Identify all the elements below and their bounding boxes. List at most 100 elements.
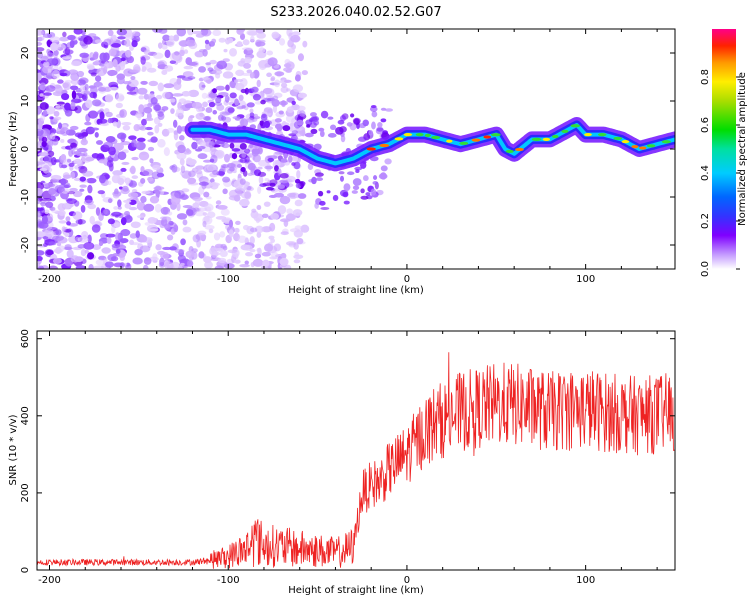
spectrogram-noise-blob [279, 257, 289, 266]
spectrogram-noise-blob [129, 167, 136, 174]
spectrogram-noise-blob [85, 156, 95, 162]
spectrogram-noise-blob [288, 193, 298, 199]
spectrogram-noise-blob [84, 83, 89, 91]
spectrogram-noise-blob [317, 190, 324, 197]
spectrogram-noise-blob [108, 48, 117, 57]
spectrogram-noise-blob [37, 207, 44, 212]
ridge-hotspot [646, 144, 656, 148]
spectrogram-noise-blob [101, 247, 111, 254]
spectrogram-noise-blob [39, 102, 49, 110]
spectrogram-noise-blob [117, 199, 122, 208]
spectrogram-noise-blob [37, 161, 46, 165]
spectrogram-noise-blob [166, 38, 175, 47]
spectrogram-noise-blob [147, 176, 154, 182]
spectrogram-noise-blob [274, 118, 282, 123]
spectrogram-noise-blob [365, 192, 371, 196]
spectrogram-noise-blob [116, 29, 128, 36]
ridge-hotspot [584, 133, 592, 137]
spectrogram-noise-blob [185, 250, 195, 259]
spectrogram-noise-blob [79, 184, 87, 188]
spectrogram-noise-blob [155, 244, 162, 251]
spectrogram-noise-blob [214, 149, 225, 159]
spectrogram-noise-blob [130, 75, 136, 80]
spectrogram-x-label: Height of straight line (km) [288, 285, 424, 296]
spectrogram-noise-blob [241, 152, 247, 158]
spectrogram-noise-blob [90, 72, 97, 77]
spectrogram-noise-blob [310, 128, 318, 135]
spectrogram-noise-blob [52, 258, 62, 264]
spectrogram-noise-blob [88, 263, 94, 269]
spectrogram-noise-blob [70, 255, 80, 263]
spectrogram-noise-blob [105, 111, 113, 118]
spectrogram-noise-blob [43, 61, 50, 68]
spectrogram-noise-blob [249, 227, 258, 233]
spectrogram-noise-blob [315, 177, 323, 182]
spectrogram-noise-blob [37, 50, 43, 59]
spectrogram-noise-blob [140, 235, 148, 243]
spectrogram-noise-blob [211, 181, 216, 186]
spectrogram-noise-blob [274, 71, 285, 77]
spectrogram-noise-blob [41, 65, 53, 74]
spectrogram-noise-blob [198, 251, 205, 259]
spectrogram-noise-blob [49, 36, 61, 43]
spectrogram-noise-blob [278, 110, 284, 115]
spectrogram-noise-blob [143, 257, 152, 265]
spectrogram-noise-blob [256, 247, 262, 253]
spectrogram-noise-blob [208, 92, 218, 98]
spectrogram-noise-blob [152, 29, 163, 33]
spectrogram-noise-blob [292, 209, 303, 217]
spectrogram-noise-blob [48, 241, 57, 246]
spectrogram-noise-blob [39, 82, 47, 91]
spectrogram-noise-blob [218, 37, 226, 43]
ridge-hotspot [459, 141, 469, 145]
spectrogram-noise-blob [162, 246, 172, 251]
spectrogram-noise-blob [140, 56, 146, 65]
spectrogram-noise-blob [51, 209, 61, 214]
spectrogram-noise-blob [277, 184, 286, 189]
spectrogram-noise-blob [240, 166, 246, 172]
spectrogram-noise-blob [173, 34, 180, 42]
spectrogram-noise-blob [229, 47, 238, 57]
spectrogram-noise-blob [214, 141, 221, 145]
spectrogram-noise-blob [155, 94, 163, 100]
spectrogram-noise-blob [84, 121, 92, 126]
spectrogram-noise-blob [239, 264, 250, 268]
spectrogram-noise-blob [183, 65, 194, 70]
spectrogram-noise-blob [360, 188, 365, 194]
spectrogram-noise-blob [115, 232, 121, 241]
spectrogram-noise-blob [64, 244, 72, 250]
spectrogram-noise-blob [279, 173, 289, 179]
spectrogram-noise-blob [166, 234, 174, 241]
x-tick-label: -100 [217, 575, 240, 586]
spectrogram-noise-blob [154, 185, 162, 194]
spectrogram-noise-blob [38, 122, 43, 130]
spectrogram-noise-blob [106, 237, 112, 244]
spectrogram-noise-blob [62, 31, 67, 38]
spectrogram-noise-blob [76, 153, 86, 157]
spectrogram-noise-blob [133, 124, 141, 132]
spectrogram-noise-blob [41, 198, 52, 202]
spectrogram-noise-blob [241, 105, 246, 109]
ridge-hotspot [515, 147, 524, 152]
spectrogram-noise-blob [59, 155, 67, 164]
spectrogram-noise-blob [252, 258, 264, 267]
ridge-hotspot [661, 140, 671, 144]
spectrogram-noise-blob [116, 132, 127, 140]
spectrogram-noise-blob [291, 162, 296, 166]
spectrogram-noise-blob [130, 221, 141, 229]
spectrogram-noise-blob [301, 70, 308, 76]
y-tick-label: 0 [20, 567, 31, 573]
spectrogram-noise-blob [55, 246, 62, 255]
spectrogram-noise-blob [212, 69, 223, 75]
spectrogram-noise-blob [253, 213, 264, 222]
spectrogram-noise-blob [87, 203, 97, 210]
spectrogram-noise-blob [45, 201, 54, 208]
spectrogram-noise-blob [141, 118, 147, 126]
spectrogram-noise-blob [107, 198, 113, 204]
spectrogram-noise-blob [87, 252, 95, 260]
spectrogram-noise-blob [173, 224, 179, 233]
spectrogram-noise-blob [250, 35, 255, 42]
spectrogram-noise-blob [173, 131, 179, 141]
spectrogram-noise-blob [376, 126, 384, 132]
spectrogram-noise-blob [164, 65, 174, 72]
